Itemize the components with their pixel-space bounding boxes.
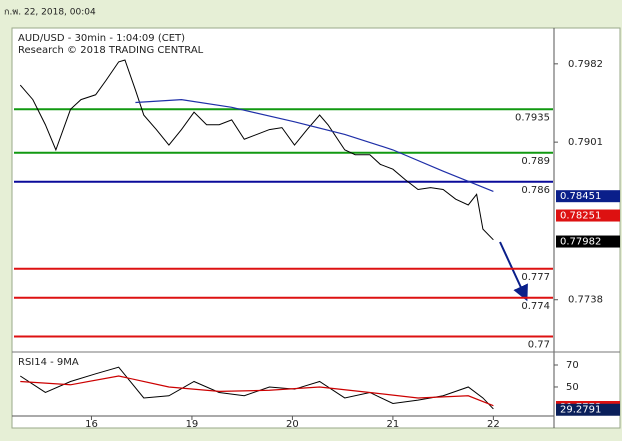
x-tick-label: 19 bbox=[186, 419, 199, 430]
price-tag-label: 0.78251 bbox=[560, 211, 601, 222]
price-tag bbox=[556, 403, 620, 416]
series-line bbox=[135, 99, 494, 193]
level-label: 0.786 bbox=[521, 185, 550, 196]
y-tick-label: 0.7982 bbox=[568, 59, 603, 70]
y-tick-label: 0.7901 bbox=[568, 137, 603, 148]
rsi-title: RSI14 - 9MA bbox=[18, 357, 79, 368]
level-label: 0.7935 bbox=[515, 112, 550, 123]
y-tick-label: 70 bbox=[566, 360, 579, 371]
level-label: 0.777 bbox=[521, 272, 550, 283]
price-tag-label: 29.2791 bbox=[560, 405, 601, 416]
x-tick-label: 21 bbox=[387, 419, 400, 430]
price-tag bbox=[556, 235, 620, 248]
header-date: ก.พ. 22, 2018, 00:04 bbox=[4, 8, 96, 18]
level-label: 0.77 bbox=[528, 339, 550, 350]
price-tag bbox=[556, 190, 620, 203]
price-tag-label: 0.77982 bbox=[560, 237, 601, 248]
chart-area bbox=[11, 27, 621, 429]
level-label: 0.789 bbox=[521, 156, 550, 167]
chart-subtitle: Research © 2018 TRADING CENTRAL bbox=[18, 45, 204, 56]
y-tick-label: 0.7738 bbox=[568, 295, 603, 306]
level-label: 0.774 bbox=[521, 301, 550, 312]
x-tick-label: 20 bbox=[286, 419, 299, 430]
x-tick-label: 16 bbox=[85, 419, 98, 430]
series-line bbox=[19, 59, 494, 241]
x-tick-label: 22 bbox=[487, 419, 500, 430]
series-line bbox=[20, 375, 494, 407]
price-tag-label: 0.78451 bbox=[560, 191, 601, 202]
price-tag bbox=[556, 209, 620, 222]
chart-title: AUD/USD - 30min - 1:04:09 (CET) bbox=[18, 33, 185, 44]
y-tick-label: 50 bbox=[566, 382, 579, 393]
